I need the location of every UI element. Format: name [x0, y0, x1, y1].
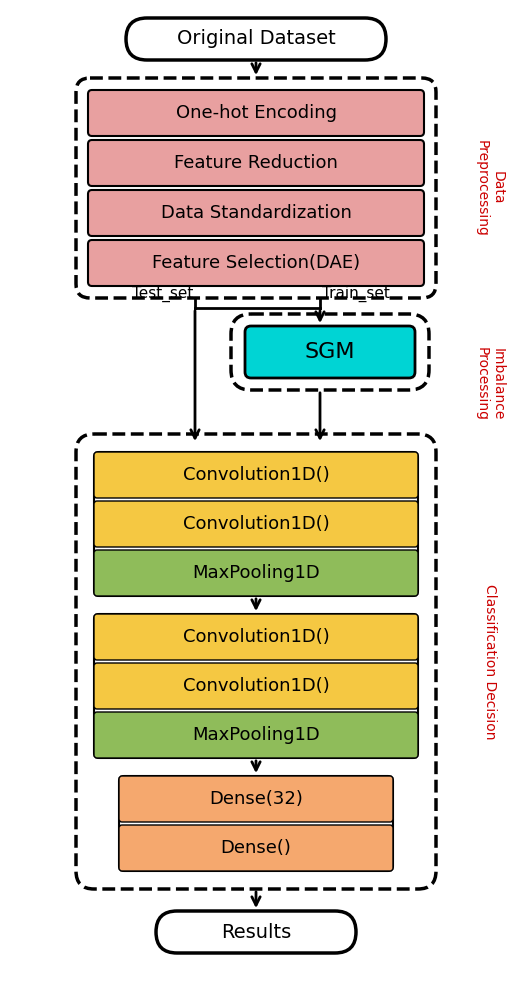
Text: MaxPooling1D: MaxPooling1D [192, 726, 320, 744]
FancyBboxPatch shape [119, 776, 393, 822]
Text: Feature Selection(DAE): Feature Selection(DAE) [152, 254, 360, 272]
FancyBboxPatch shape [94, 501, 418, 547]
FancyBboxPatch shape [88, 140, 424, 186]
FancyBboxPatch shape [94, 452, 418, 498]
Text: Convolution1D(): Convolution1D() [183, 515, 329, 533]
FancyBboxPatch shape [119, 825, 393, 871]
Text: Feature Reduction: Feature Reduction [174, 154, 338, 172]
FancyBboxPatch shape [245, 326, 415, 378]
Text: Convolution1D(): Convolution1D() [183, 628, 329, 646]
Text: Dense(32): Dense(32) [209, 790, 303, 808]
Text: MaxPooling1D: MaxPooling1D [192, 564, 320, 582]
FancyBboxPatch shape [94, 663, 418, 709]
FancyBboxPatch shape [88, 240, 424, 286]
Text: Original Dataset: Original Dataset [177, 29, 335, 48]
Text: Convolution1D(): Convolution1D() [183, 677, 329, 695]
FancyBboxPatch shape [119, 776, 393, 871]
Text: Data Standardization: Data Standardization [161, 204, 351, 222]
Text: Test_set: Test_set [132, 286, 193, 302]
Text: Convolution1D(): Convolution1D() [183, 466, 329, 484]
Text: SGM: SGM [305, 342, 355, 362]
FancyBboxPatch shape [94, 452, 418, 596]
Text: Data
Preprocessing: Data Preprocessing [475, 140, 505, 236]
Text: Classification Decision: Classification Decision [483, 584, 497, 739]
Text: Imbalance
Processing: Imbalance Processing [475, 347, 505, 421]
FancyBboxPatch shape [94, 614, 418, 660]
FancyBboxPatch shape [88, 90, 424, 136]
FancyBboxPatch shape [94, 550, 418, 596]
Text: Dense(): Dense() [221, 839, 291, 857]
FancyBboxPatch shape [126, 18, 386, 60]
FancyBboxPatch shape [94, 614, 418, 758]
Text: Results: Results [221, 922, 291, 942]
FancyBboxPatch shape [88, 190, 424, 236]
Text: One-hot Encoding: One-hot Encoding [176, 104, 336, 122]
FancyBboxPatch shape [156, 911, 356, 953]
FancyBboxPatch shape [94, 712, 418, 758]
Text: Train_set: Train_set [322, 286, 390, 302]
